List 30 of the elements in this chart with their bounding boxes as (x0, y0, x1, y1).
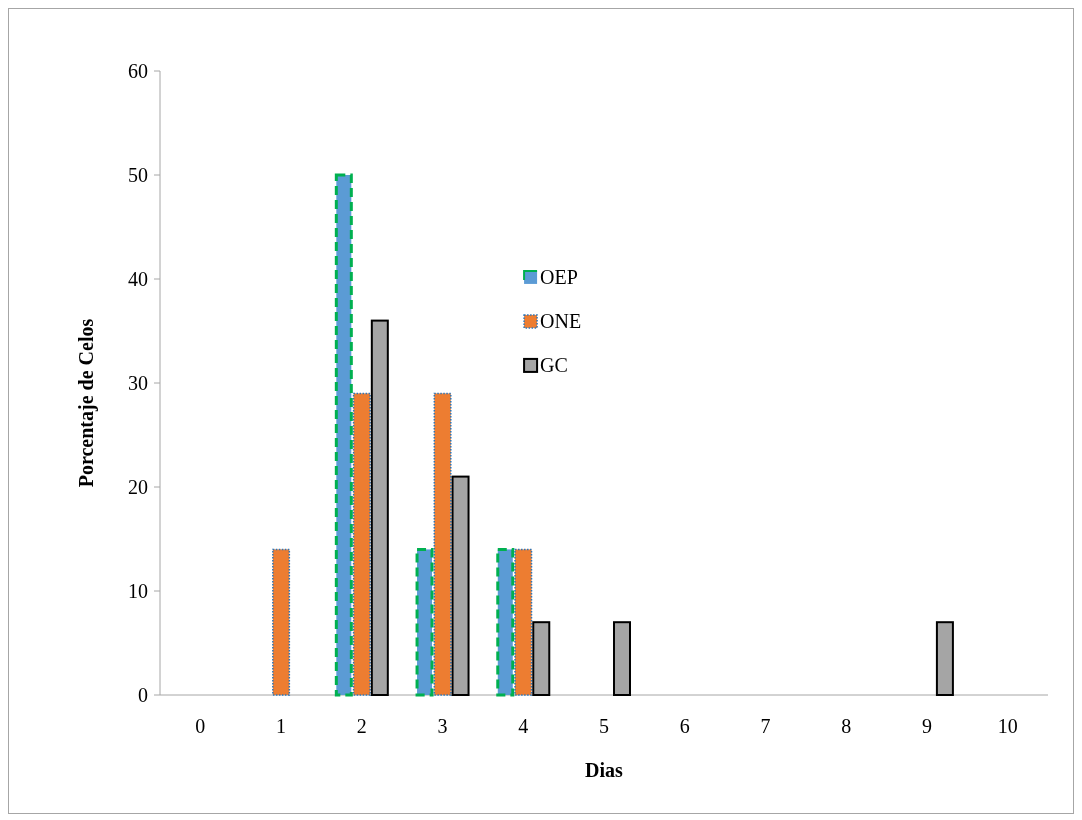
y-tick-label: 40 (128, 268, 148, 290)
bar (496, 547, 515, 697)
y-tick-label: 0 (138, 684, 148, 706)
x-tick-label: 7 (760, 715, 771, 737)
bar (272, 548, 291, 696)
y-tick-label: 10 (128, 580, 148, 602)
y-axis-title: Porcentaje de Celos (75, 318, 98, 488)
x-tick-label: 1 (276, 715, 287, 737)
x-tick-label: 5 (599, 715, 609, 737)
y-tick-label: 50 (128, 164, 148, 186)
x-tick-label: 4 (518, 715, 529, 737)
y-tick-label: 20 (128, 476, 148, 498)
x-tick-label: 3 (437, 715, 448, 737)
x-tick-label: 0 (195, 715, 206, 737)
bar (415, 547, 434, 697)
legend-label: OEP (540, 265, 578, 288)
x-axis-title: Dias (585, 759, 624, 781)
y-tick-label: 60 (128, 60, 148, 82)
x-tick-label: 6 (679, 715, 690, 737)
y-tick-label: 30 (128, 372, 148, 394)
x-tick-label: 2 (356, 715, 367, 737)
bar (352, 392, 371, 696)
bar (433, 392, 452, 696)
x-tick-label: 9 (921, 715, 932, 737)
bar (514, 548, 533, 696)
x-tick-label: 10 (997, 715, 1018, 737)
bar (334, 173, 353, 697)
x-tick-label: 8 (841, 715, 852, 737)
legend-label: ONE (540, 309, 582, 332)
legend-label: GC (540, 353, 568, 376)
